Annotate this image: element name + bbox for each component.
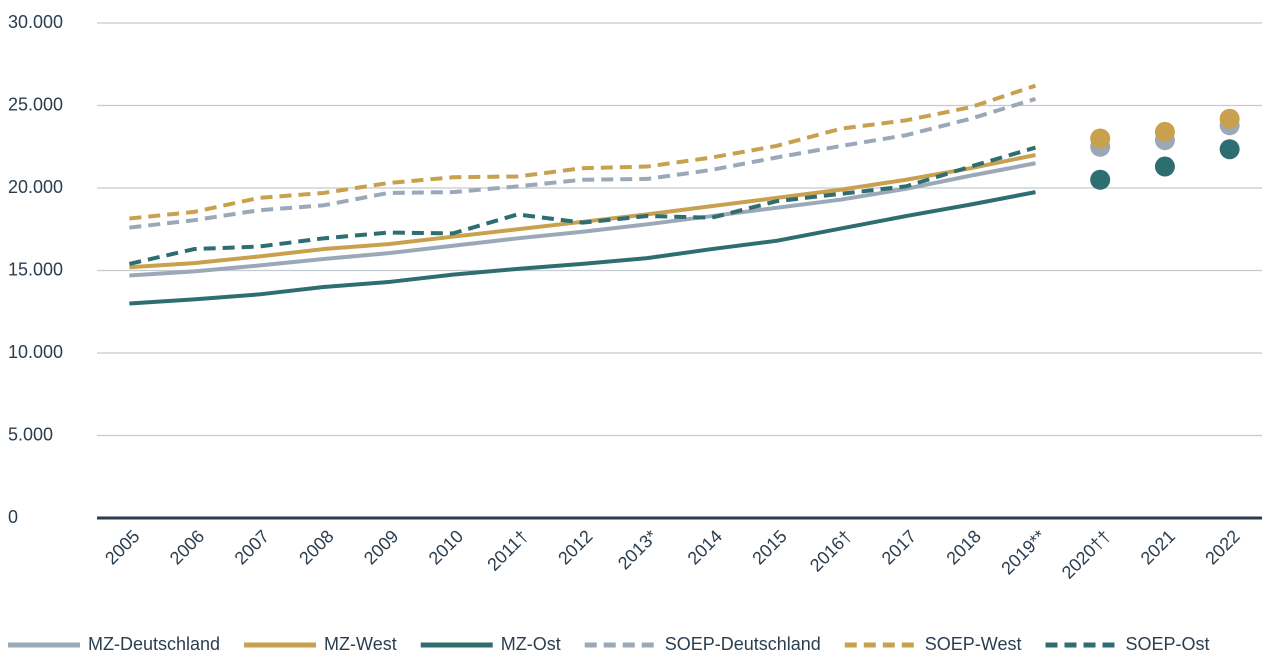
x-tick-label: 2014 <box>684 526 726 568</box>
legend-label: SOEP-West <box>925 634 1022 654</box>
series-line <box>129 190 1036 306</box>
x-tick-label: 2013* <box>614 526 661 573</box>
y-tick-label: 25.000 <box>8 94 63 114</box>
legend-label: MZ-Ost <box>501 634 561 654</box>
data-point <box>1219 108 1240 129</box>
x-tick-label: 2010 <box>425 526 467 568</box>
data-point <box>1090 128 1111 149</box>
legend-label: MZ-West <box>324 634 397 654</box>
x-tick-label: 2021 <box>1137 526 1179 568</box>
x-tick-label: 2022 <box>1201 526 1243 568</box>
legend-label: SOEP-Deutschland <box>665 634 821 654</box>
x-tick-label: 2019** <box>997 526 1049 578</box>
y-tick-label: 10.000 <box>8 342 63 362</box>
x-tick-label: 2017 <box>878 526 920 568</box>
x-tick-label: 2018 <box>942 526 984 568</box>
y-tick-label: 0 <box>8 507 18 527</box>
x-tick-label: 2015 <box>748 526 790 568</box>
series-line <box>129 83 1037 221</box>
y-tick-label: 5.000 <box>8 424 53 444</box>
x-tick-label: 2008 <box>295 526 337 568</box>
y-tick-label: 30.000 <box>8 12 63 32</box>
legend-label: SOEP-Ost <box>1126 634 1210 654</box>
y-tick-label: 15.000 <box>8 259 63 279</box>
series-line <box>128 145 1037 266</box>
data-point <box>1154 156 1175 177</box>
series-line <box>129 96 1037 230</box>
x-tick-label: 2009 <box>360 526 402 568</box>
x-tick-label: 2006 <box>166 526 208 568</box>
x-tick-label: 2005 <box>101 526 143 568</box>
x-tick-label: 2016† <box>806 526 856 576</box>
data-point <box>1090 169 1111 190</box>
x-tick-label: 2007 <box>231 526 273 568</box>
data-point <box>1154 121 1175 142</box>
y-tick-label: 20.000 <box>8 177 63 197</box>
data-point <box>1219 139 1240 160</box>
x-tick-label: 2020†† <box>1058 526 1115 583</box>
series-line <box>129 161 1036 278</box>
x-tick-label: 2011† <box>483 526 532 575</box>
legend-label: MZ-Deutschland <box>88 634 220 654</box>
x-tick-label: 2012 <box>554 526 596 568</box>
